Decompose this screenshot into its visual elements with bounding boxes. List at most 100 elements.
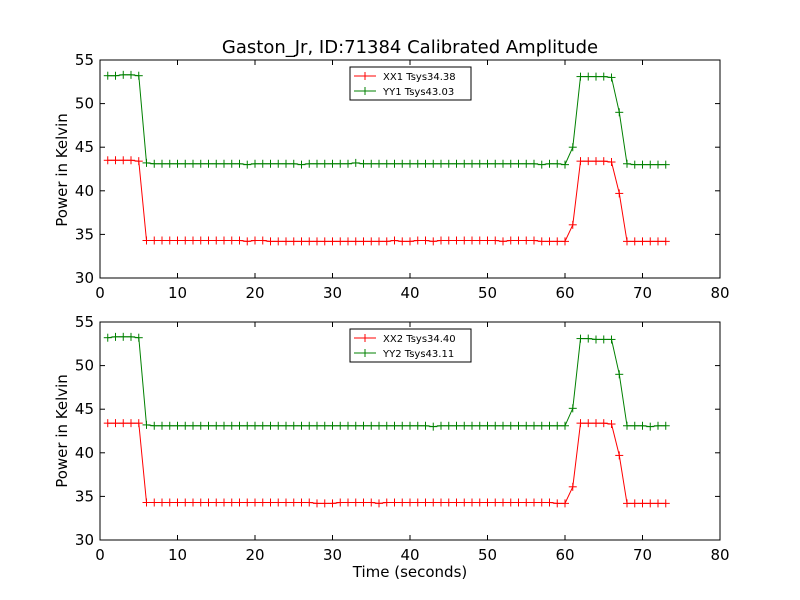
subplot-1-point-xx [375, 499, 383, 508]
subplot-0-point-yy [599, 72, 608, 81]
subplot-1-point-xx [165, 498, 174, 507]
subplot-0-point-yy [553, 159, 562, 168]
subplot-0-point-xx [638, 237, 647, 246]
subplot-1-point-xx [568, 482, 577, 491]
subplot-0-point-yy [351, 158, 360, 167]
subplot-1-point-xx [646, 499, 655, 508]
chart-title: Gaston_Jr, ID:71384 Calibrated Amplitude [222, 37, 598, 58]
subplot-0-point-xx [251, 236, 259, 245]
subplot-1-x-tick-label: 10 [168, 546, 187, 564]
subplot-0-point-xx [475, 236, 484, 245]
subplot-0-point-yy [568, 143, 577, 152]
subplot-1-point-yy [630, 421, 639, 430]
subplot-1-y-tick-label: 45 [75, 400, 94, 418]
subplot-0-point-yy [460, 159, 469, 168]
subplot-1-point-xx [615, 451, 624, 460]
subplot-0-point-xx [150, 236, 159, 245]
subplot-0-point-yy [382, 159, 391, 168]
subplot-0-point-xx [382, 237, 391, 246]
subplot-1-point-xx [506, 498, 515, 507]
subplot-1-point-xx [196, 498, 205, 507]
subplot-1-point-xx [475, 498, 484, 507]
subplot-0-point-xx [483, 236, 492, 245]
subplot-0-legend-label: XX1 Tsys34.38 [383, 72, 456, 83]
subplot-1-point-yy [158, 421, 166, 430]
subplot-1-point-yy [661, 421, 670, 430]
subplot-1-point-xx [654, 499, 662, 508]
subplot-1-point-yy [134, 333, 143, 342]
subplot-1-point-yy [212, 421, 221, 430]
subplot-0-point-yy [266, 159, 275, 168]
subplot-0-point-xx [506, 236, 515, 245]
subplot-0-point-yy [111, 71, 120, 80]
subplot-0-x-tick-label: 20 [245, 284, 264, 302]
subplot-0-point-xx [266, 237, 275, 246]
subplot-0-point-yy [336, 159, 345, 168]
subplot-0-point-yy [134, 71, 143, 80]
subplot-0-legend-box [349, 66, 472, 101]
subplot-1-point-xx [328, 499, 337, 508]
subplot-1-x-tick-label: 80 [710, 546, 729, 564]
subplot-0-point-yy [235, 159, 244, 168]
subplot-1-point-yy [444, 421, 453, 430]
subplot-1-point-yy [119, 332, 128, 341]
subplot-0-point-yy [127, 70, 135, 79]
subplot-1-point-xx [499, 498, 507, 507]
subplot-1-y-tick-label: 40 [75, 444, 94, 462]
subplot-0-point-yy [468, 159, 476, 168]
subplot-1-point-yy [421, 421, 430, 430]
subplot-1-point-yy [398, 421, 407, 430]
subplot-0-point-yy [607, 73, 616, 82]
y-axis-label-bottom: Power in Kelvin [53, 374, 71, 488]
subplot-1-point-yy [266, 421, 275, 430]
subplot-1-point-yy [103, 333, 112, 342]
subplot-0-x-tick-label: 70 [633, 284, 652, 302]
subplot-0-point-xx [297, 237, 306, 246]
subplot-0-point-yy [119, 70, 128, 79]
subplot-0-point-yy [413, 159, 422, 168]
subplot-1-point-yy [320, 421, 329, 430]
subplot-1-point-xx [189, 498, 197, 507]
subplot-1-point-xx [158, 498, 166, 507]
subplot-0-point-yy [630, 160, 639, 169]
subplot-1-point-yy [390, 421, 399, 430]
subplot-0-x-tick-label: 0 [95, 284, 105, 302]
subplot-0-point-yy [483, 159, 492, 168]
subplot-0-point-yy [429, 159, 438, 168]
subplot-0-point-xx [344, 237, 352, 246]
subplot-top: 0 10 20 30 40 50 60 70 80 30 35 40 45 50 55 XX1 Tsys34.… [75, 51, 730, 302]
subplot-0-point-xx [328, 237, 337, 246]
subplot-1-point-yy [615, 370, 624, 379]
subplot-1-legend-label: YY2 Tsys43.11 [382, 349, 454, 360]
subplot-0-point-yy [545, 159, 554, 168]
subplot-0-point-xx [654, 237, 662, 246]
subplot-1-point-yy [522, 421, 531, 430]
subplot-1-y-tick-label: 50 [75, 357, 94, 375]
subplot-0-point-yy [654, 160, 662, 169]
subplot-1-point-yy [568, 404, 577, 413]
subplot-1-point-xx [351, 498, 360, 507]
subplot-1-point-yy [413, 421, 422, 430]
subplot-1-point-xx [103, 419, 112, 428]
subplot-0-point-xx [599, 157, 608, 166]
subplot-1-point-yy [491, 421, 500, 430]
subplot-1-point-xx [142, 498, 151, 507]
subplot-0-point-yy [584, 72, 593, 81]
subplot-0-point-xx [646, 237, 655, 246]
subplot-0-point-xx [165, 236, 174, 245]
subplot-0-point-xx [584, 157, 593, 166]
subplot-0-point-yy [452, 159, 461, 168]
subplot-0-point-yy [158, 159, 166, 168]
subplot-1-point-xx [297, 498, 306, 507]
subplot-1-x-tick-label: 70 [633, 546, 652, 564]
subplot-1-point-yy [282, 421, 290, 430]
subplot-0-y-tick-label: 50 [75, 95, 94, 113]
subplot-1-point-yy [165, 421, 174, 430]
subplot-1-point-yy [475, 421, 484, 430]
subplot-0-point-yy [475, 159, 484, 168]
subplot-1-point-yy [142, 420, 151, 429]
subplot-1-point-xx [545, 498, 554, 507]
subplot-0-point-yy [227, 159, 236, 168]
subplot-1-point-xx [413, 498, 422, 507]
subplot-1-x-tick-label: 20 [245, 546, 264, 564]
